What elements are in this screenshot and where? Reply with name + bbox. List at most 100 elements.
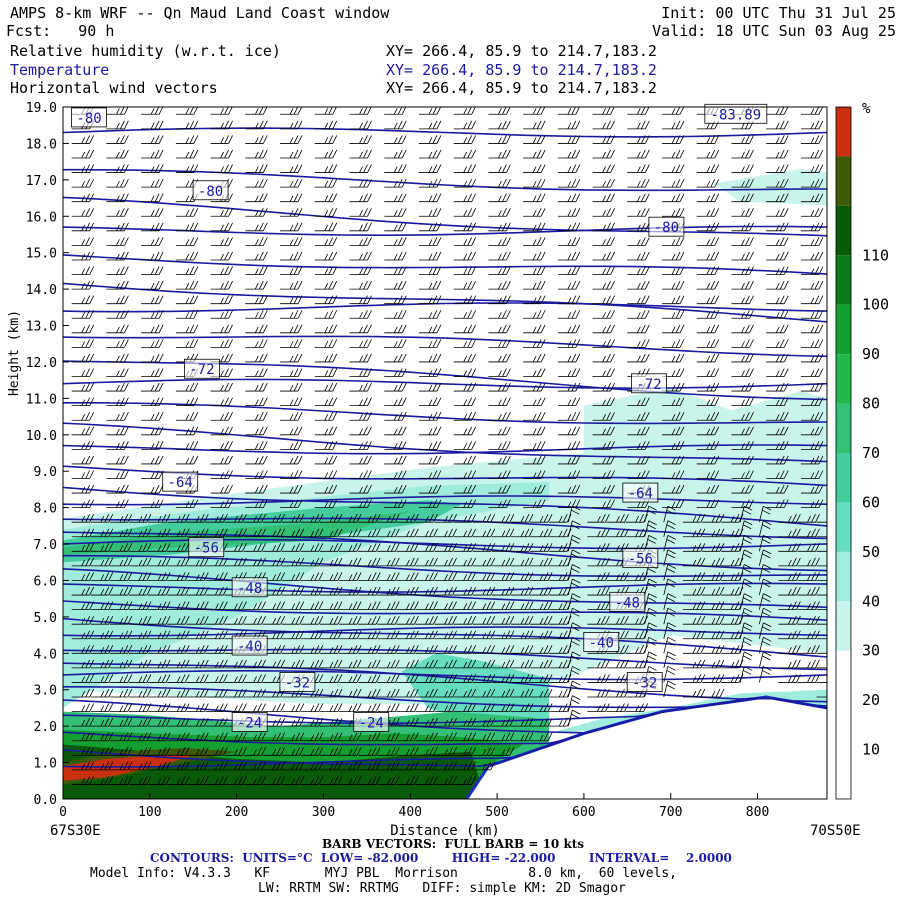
wind-barb: [167, 601, 190, 611]
wind-barb: [71, 178, 95, 188]
wind-barb: [797, 645, 820, 654]
wind-barb: [418, 310, 442, 319]
wind-barb: [175, 135, 199, 144]
wind-barb: [731, 222, 754, 232]
wind-barb: [358, 732, 381, 742]
wind-barb: [696, 120, 720, 130]
wind-barb: [663, 622, 676, 639]
wind-barb: [175, 397, 199, 407]
wind-barb: [280, 426, 303, 436]
wind-barb: [141, 208, 164, 217]
wind-barb: [662, 368, 685, 377]
wind-barb: [567, 607, 581, 625]
wind-barb: [434, 688, 457, 698]
wind-barb: [245, 484, 268, 494]
wind-barb: [627, 470, 650, 479]
wind-barb: [523, 441, 546, 450]
wind-barb: [210, 266, 233, 275]
wind-barb: [434, 601, 457, 611]
wind-barb: [175, 149, 199, 159]
wind-barb: [627, 280, 650, 290]
wind-barb: [731, 368, 754, 377]
wind-barb: [349, 441, 372, 450]
wind-barb: [377, 776, 400, 785]
wind-barb: [627, 441, 650, 450]
wind-barb: [510, 572, 534, 581]
wind-barb: [557, 107, 580, 115]
wind-barb: [281, 601, 305, 611]
wind-barb: [167, 616, 190, 625]
wind-barb: [167, 776, 190, 785]
wind-barb: [488, 120, 511, 130]
wind-barb: [396, 732, 419, 742]
wind-barb: [175, 120, 199, 130]
wind-barb: [319, 761, 343, 771]
wind-barb: [186, 586, 209, 596]
wind-barb: [71, 208, 95, 217]
wind-barb: [141, 324, 164, 334]
wind-barb: [696, 135, 720, 144]
wind-barb: [280, 164, 303, 173]
wind-barb: [453, 586, 477, 596]
wind-barb: [128, 732, 152, 742]
wind-barb: [472, 630, 496, 640]
wind-barb: [627, 455, 650, 465]
wind-barb: [262, 514, 286, 523]
wind-barb: [377, 514, 400, 523]
temperature-contour: [63, 254, 827, 275]
wind-barb: [210, 470, 233, 479]
wind-barb: [739, 636, 753, 654]
wind-barb: [281, 703, 305, 712]
wind-barb: [523, 353, 546, 363]
wind-barb: [567, 520, 581, 537]
wind-barb: [281, 776, 305, 785]
wind-barb: [358, 776, 381, 785]
wind-barb: [731, 251, 754, 261]
x-tick-label: 500: [485, 805, 508, 820]
wind-barb: [300, 514, 324, 523]
field-name-rh: Relative humidity (w.r.t. ice): [10, 42, 281, 60]
wind-barb: [418, 120, 442, 130]
wind-barb: [205, 776, 228, 785]
wind-barb: [627, 135, 650, 144]
wind-barb: [186, 659, 209, 669]
wind-barb: [488, 280, 511, 290]
wind-barb: [453, 164, 477, 173]
wind-barb: [662, 339, 685, 348]
wind-barb: [210, 484, 233, 494]
wind-barb: [766, 455, 789, 465]
wind-barb: [662, 499, 685, 509]
wind-barb: [106, 280, 129, 290]
wind-barb: [644, 520, 657, 537]
wind-barb: [491, 601, 515, 611]
wind-barb: [587, 572, 610, 581]
wind-barb: [175, 499, 199, 509]
wind-barb: [523, 339, 546, 348]
wind-barb: [109, 674, 133, 683]
wind-barb: [663, 549, 676, 567]
wind-barb: [148, 616, 171, 625]
wind-barb: [384, 251, 407, 261]
wind-barb: [766, 251, 789, 261]
wind-barb: [339, 543, 362, 552]
wind-barb: [128, 616, 152, 625]
wind-barb: [339, 659, 362, 669]
wind-barb: [662, 382, 685, 392]
wind-barb: [106, 412, 129, 421]
wind-barb: [800, 164, 824, 173]
wind-barb: [592, 178, 615, 188]
wind-barb: [396, 572, 419, 581]
wind-barb: [128, 659, 152, 669]
wind-barb: [71, 455, 95, 465]
colorbar-swatch: [836, 453, 851, 503]
wind-barb: [384, 499, 407, 509]
wind-barb: [314, 208, 338, 217]
wind-barb: [453, 368, 477, 377]
wind-barb: [418, 280, 442, 290]
wind-barb: [300, 557, 324, 567]
colorbar-swatch: [836, 156, 851, 206]
wind-barb: [701, 659, 725, 669]
wind-barb: [592, 470, 615, 479]
wind-barb: [71, 149, 95, 159]
wind-barb: [262, 659, 286, 669]
